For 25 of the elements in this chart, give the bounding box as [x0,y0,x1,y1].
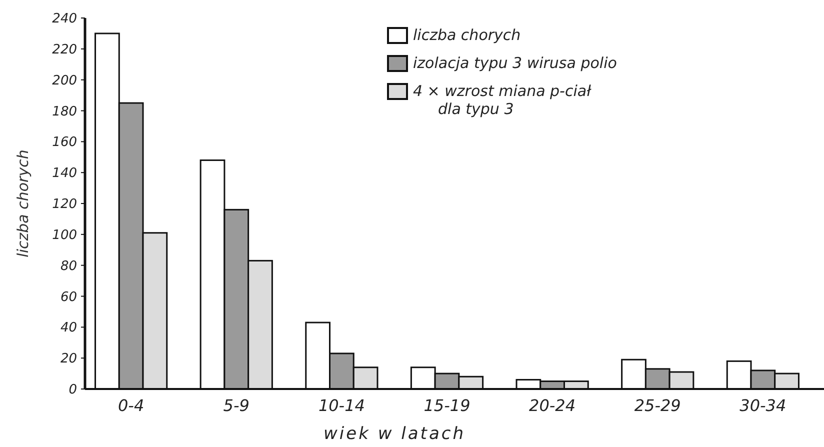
x-tick-label: 5-9 [223,396,250,415]
y-tick-label: 200 [52,73,77,88]
y-tick-label: 160 [52,135,77,150]
y-tick-label: 80 [60,258,77,274]
y-tick-label: 220 [52,42,77,58]
x-tick-label: 20-24 [529,396,576,415]
y-tick-label: 60 [60,290,77,305]
y-tick-label: 140 [52,166,77,182]
y-tick-label: 120 [52,197,77,212]
x-tick-label: 30-34 [740,396,786,415]
y-axis-title: liczba chorych [14,150,32,258]
y-tick-label: 240 [52,12,77,27]
x-tick-label: 10-14 [318,396,365,415]
x-tick-label: 25-29 [634,396,681,415]
legend-label: liczba chorych [413,26,521,44]
y-tick-label: 40 [60,320,77,336]
y-tick-label: 100 [52,228,77,243]
y-tick-label: 20 [60,352,77,367]
x-tick-label: 0-4 [118,396,144,415]
y-tick-label: 180 [52,104,77,120]
x-axis-title: wiek w latach [324,424,466,444]
legend-label: 4 × wzrost miana p-ciał dla typu 3 [413,82,592,118]
legend-label: izolacja typu 3 wirusa polio [413,54,617,72]
x-tick-label: 15-19 [424,396,470,415]
y-tick-label: 0 [68,382,77,398]
